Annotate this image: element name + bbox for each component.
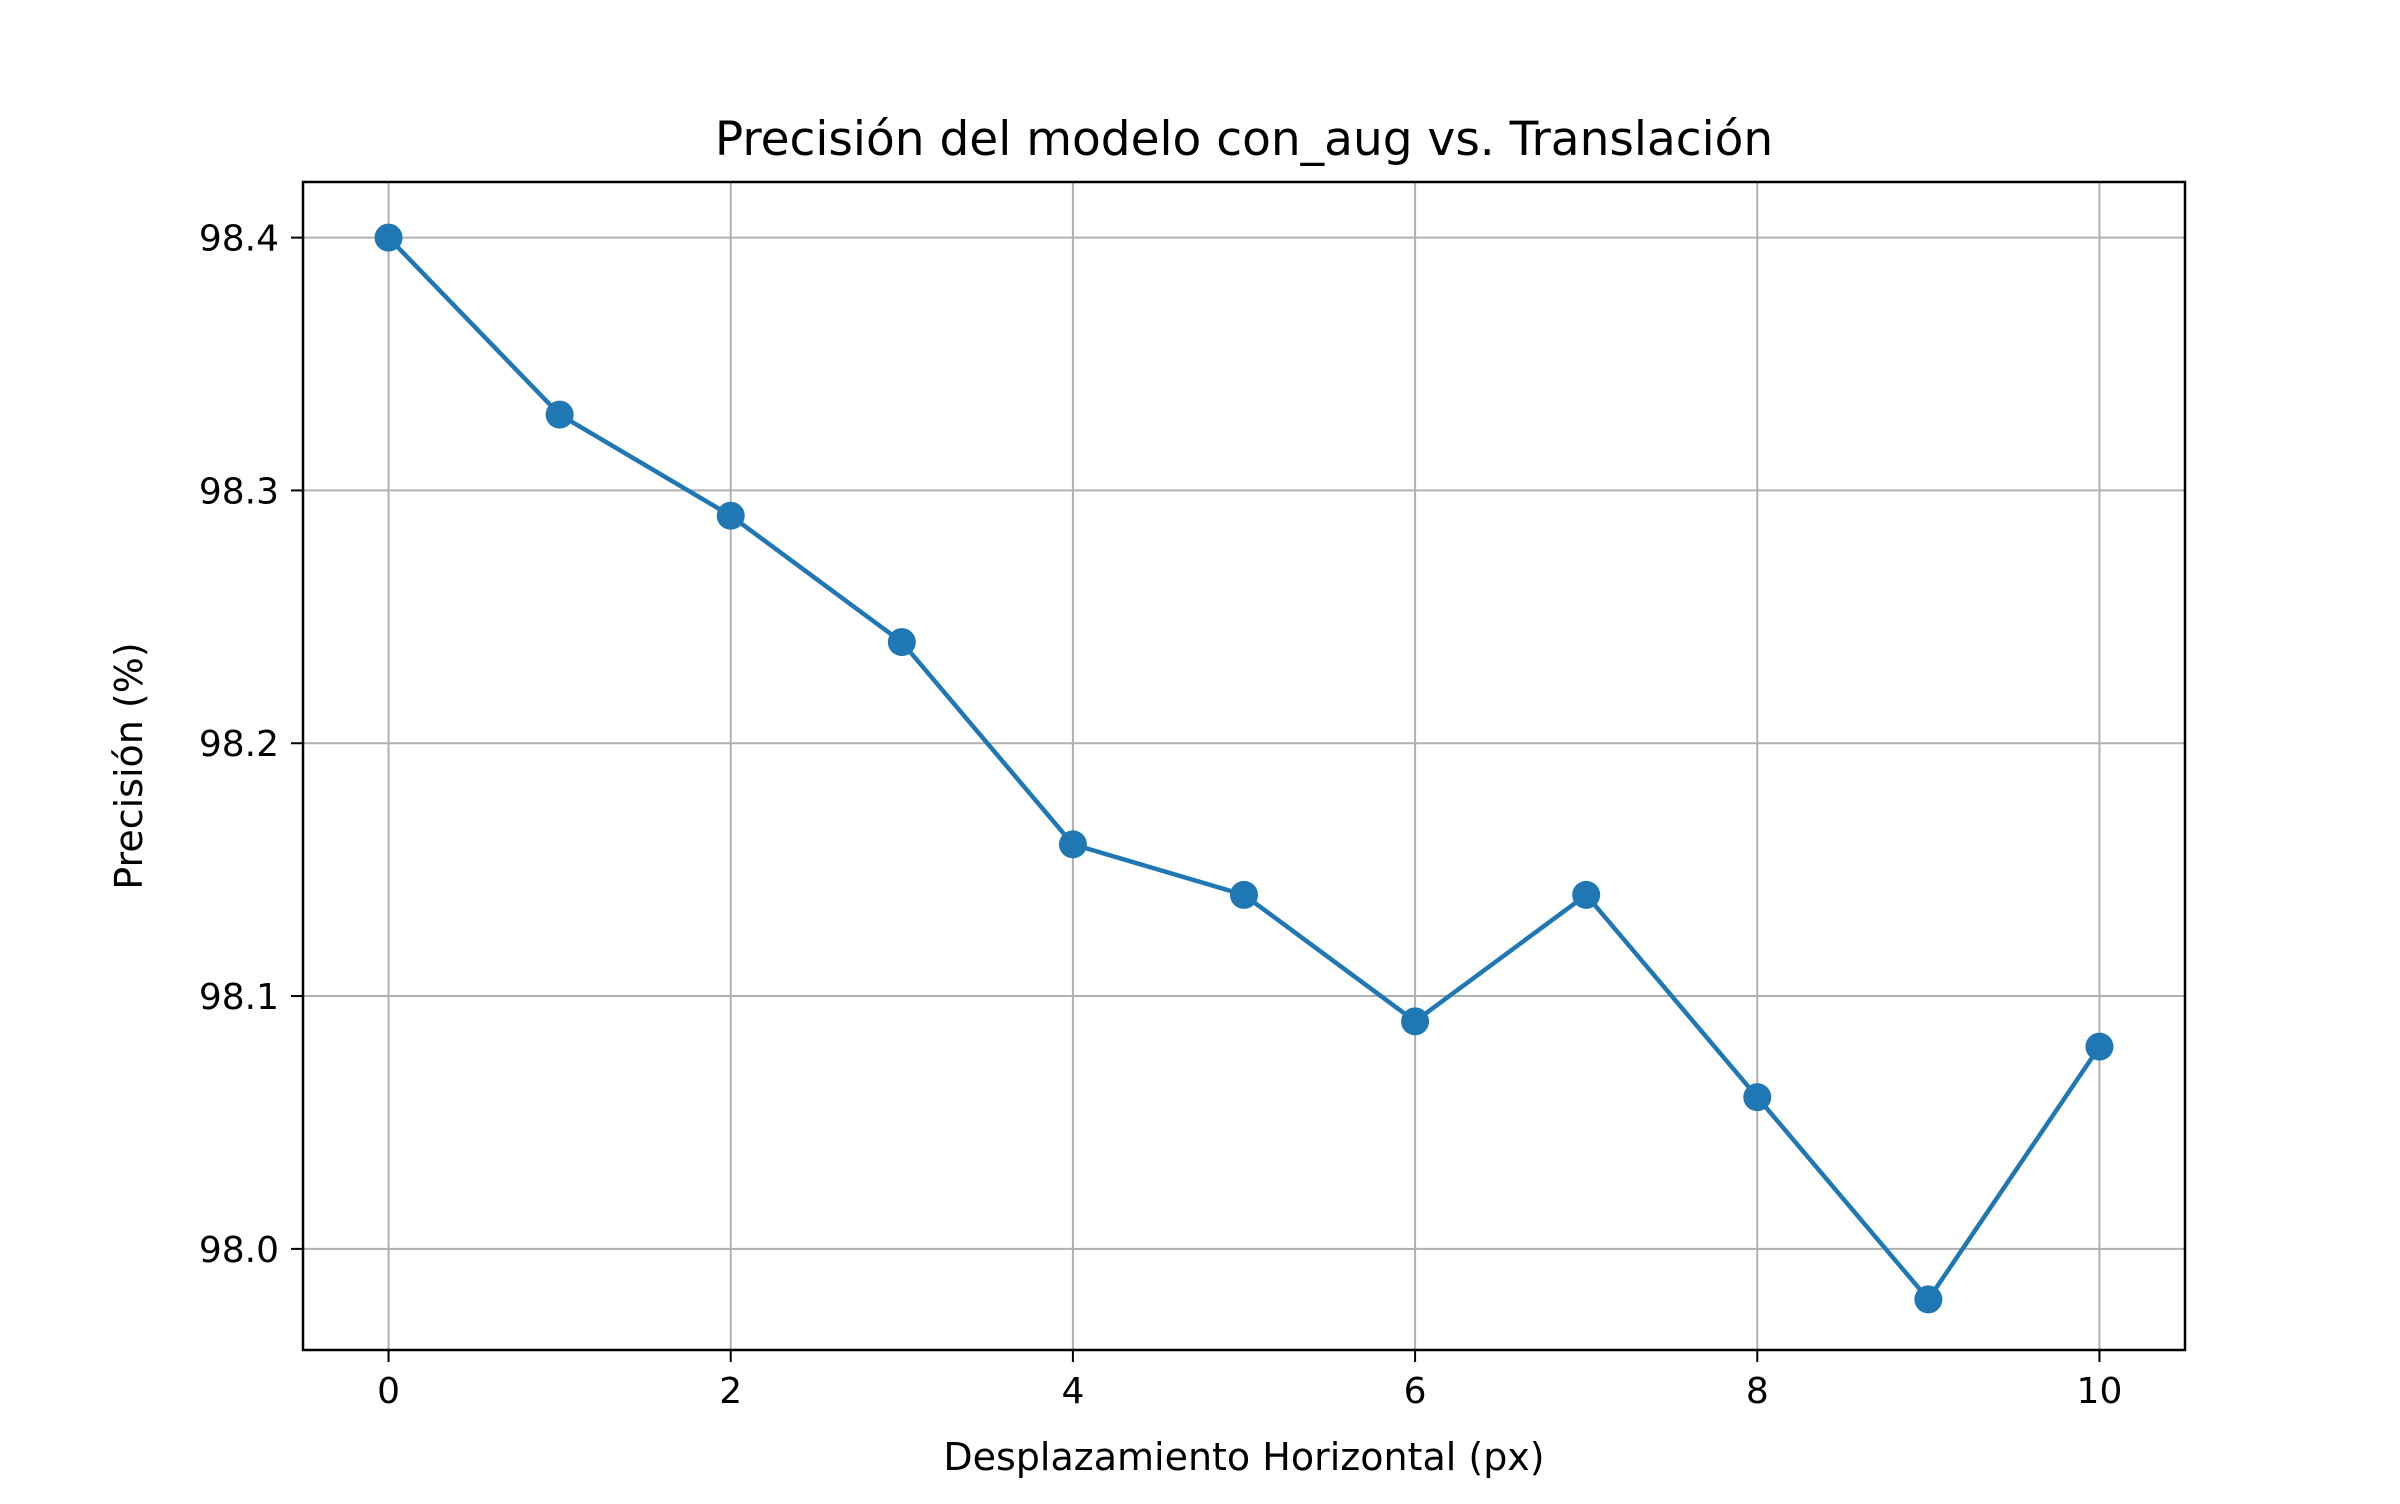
x-tick-label: 8: [1746, 1371, 1769, 1412]
y-axis-label: Precisión (%): [107, 642, 151, 889]
data-point: [1572, 880, 1601, 909]
x-axis-label: Desplazamiento Horizontal (px): [943, 1435, 1544, 1479]
axis-ticks: 0 2 4 6 8 10 98.0 98.1 98.2 98.3 98.4: [199, 219, 2123, 1412]
y-tick-label: 98.2: [199, 724, 279, 765]
x-tick-label: 10: [2077, 1371, 2123, 1412]
data-point: [1914, 1285, 1943, 1314]
y-tick-label: 98.3: [199, 471, 279, 512]
data-point: [1743, 1083, 1772, 1112]
y-tick-label: 98.0: [199, 1230, 279, 1271]
data-point: [1230, 880, 1258, 909]
x-tick-label: 2: [719, 1371, 742, 1412]
x-tick-label: 0: [377, 1371, 400, 1412]
x-tick-label: 6: [1404, 1371, 1427, 1412]
y-tick-label: 98.4: [199, 219, 279, 260]
plot-area-frame: [301, 180, 2187, 1352]
data-point: [1058, 830, 1087, 859]
data-series: [374, 223, 2114, 1314]
grid-lines: [303, 182, 2185, 1350]
data-point: [2085, 1032, 2114, 1061]
data-point: [716, 501, 745, 530]
y-tick-label: 98.1: [199, 977, 279, 1018]
data-point: [545, 400, 574, 429]
chart-title: Precisión del modelo con_aug vs. Transla…: [715, 112, 1773, 167]
x-tick-label: 4: [1061, 1371, 1084, 1412]
data-point: [1401, 1007, 1430, 1036]
data-point: [887, 628, 916, 657]
data-point: [374, 223, 403, 252]
